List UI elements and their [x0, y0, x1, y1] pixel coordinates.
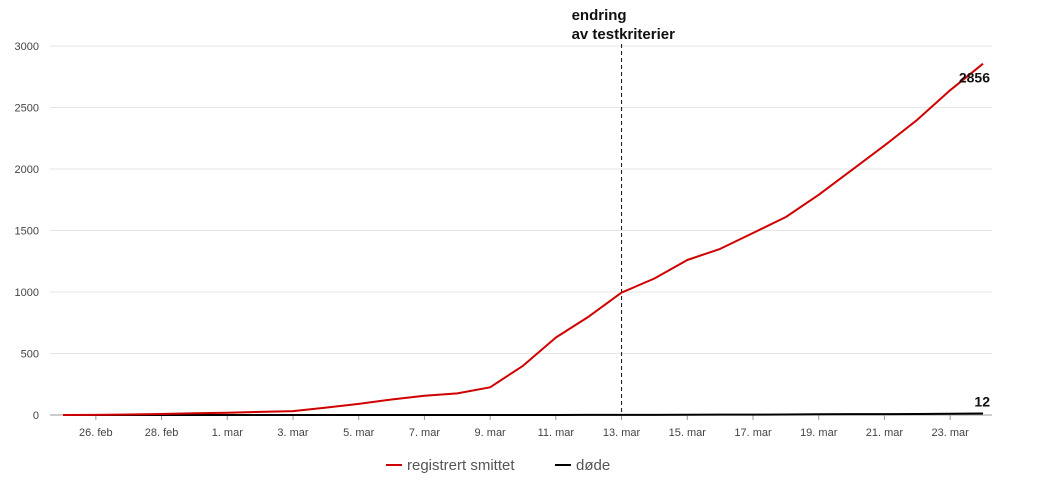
- y-tick-label: 1500: [15, 226, 39, 238]
- series-end-label-deaths: 12: [974, 394, 990, 410]
- y-axis-ticks: 0 500 1000 1500 2000 2500 3000: [15, 41, 39, 422]
- series-line-deaths: [63, 412, 984, 416]
- y-tick-label: 0: [33, 410, 39, 422]
- series-line-infected: [62, 62, 984, 416]
- legend-label-deaths[interactable]: døde: [576, 457, 610, 474]
- x-tick-label: 7. mar: [409, 427, 441, 439]
- x-axis-ticks: 26. feb 28. feb 1. mar 3. mar 5. mar 7. mar 9.…: [79, 415, 969, 439]
- grid-lines: [50, 45, 992, 354]
- series-lines: [62, 62, 984, 416]
- x-tick-label: 19. mar: [800, 427, 838, 439]
- legend: registrert smittet døde: [386, 457, 610, 474]
- series-end-label-infected: 2856: [959, 70, 990, 86]
- x-tick-label: 28. feb: [145, 427, 179, 439]
- x-tick-label: 26. feb: [79, 427, 113, 439]
- test-criteria-change-annotation: endring av testkriterier: [572, 7, 676, 415]
- x-tick-label: 3. mar: [277, 427, 309, 439]
- legend-label-infected[interactable]: registrert smittet: [407, 457, 515, 474]
- y-tick-label: 3000: [15, 41, 39, 53]
- x-tick-label: 23. mar: [931, 427, 969, 439]
- y-tick-label: 500: [21, 349, 39, 361]
- x-tick-label: 13. mar: [603, 427, 641, 439]
- x-tick-label: 11. mar: [538, 427, 575, 439]
- x-tick-label: 9. mar: [475, 427, 507, 439]
- y-tick-label: 2000: [15, 164, 39, 176]
- x-tick-label: 21. mar: [866, 427, 904, 439]
- x-tick-label: 5. mar: [343, 427, 375, 439]
- x-tick-label: 17. mar: [734, 427, 772, 439]
- x-tick-label: 1. mar: [212, 427, 244, 439]
- x-tick-label: 15. mar: [669, 427, 707, 439]
- annotation-text-line-2: av testkriterier: [572, 26, 676, 43]
- y-tick-label: 1000: [15, 287, 39, 299]
- annotation-text-line-1: endring: [572, 7, 627, 24]
- y-tick-label: 2500: [15, 103, 39, 115]
